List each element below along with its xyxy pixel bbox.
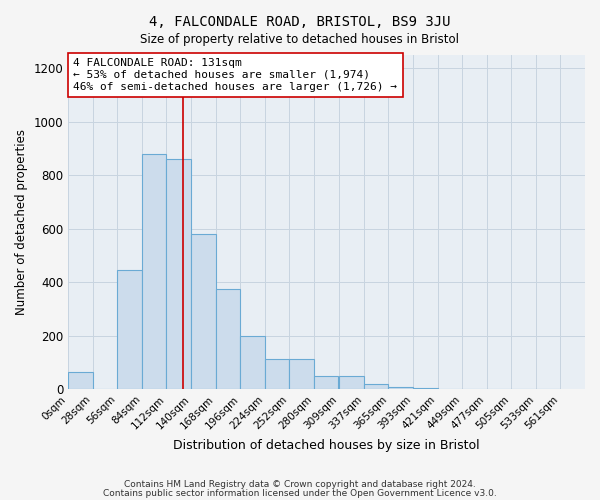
- Text: 4 FALCONDALE ROAD: 131sqm
← 53% of detached houses are smaller (1,974)
46% of se: 4 FALCONDALE ROAD: 131sqm ← 53% of detac…: [73, 58, 397, 92]
- Bar: [215, 289, 240, 390]
- Bar: [388, 387, 413, 390]
- Bar: [142, 154, 166, 390]
- Bar: [265, 358, 289, 390]
- Text: Size of property relative to detached houses in Bristol: Size of property relative to detached ho…: [140, 32, 460, 46]
- Text: Contains HM Land Registry data © Crown copyright and database right 2024.: Contains HM Land Registry data © Crown c…: [124, 480, 476, 489]
- Bar: [191, 234, 215, 390]
- Bar: [314, 376, 338, 390]
- Text: 4, FALCONDALE ROAD, BRISTOL, BS9 3JU: 4, FALCONDALE ROAD, BRISTOL, BS9 3JU: [149, 15, 451, 29]
- Bar: [340, 376, 364, 390]
- Bar: [68, 372, 93, 390]
- Bar: [364, 384, 388, 390]
- Bar: [289, 358, 314, 390]
- Bar: [166, 160, 191, 390]
- Bar: [413, 388, 437, 390]
- X-axis label: Distribution of detached houses by size in Bristol: Distribution of detached houses by size …: [173, 440, 480, 452]
- Y-axis label: Number of detached properties: Number of detached properties: [15, 129, 28, 315]
- Bar: [118, 270, 142, 390]
- Bar: [240, 336, 265, 390]
- Text: Contains public sector information licensed under the Open Government Licence v3: Contains public sector information licen…: [103, 488, 497, 498]
